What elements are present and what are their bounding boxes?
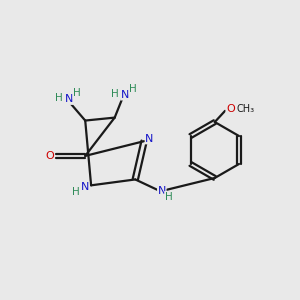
Text: H: H (129, 84, 137, 94)
Text: H: H (73, 88, 81, 98)
Text: O: O (45, 151, 54, 161)
Text: H: H (56, 94, 63, 103)
Text: O: O (226, 104, 235, 114)
Text: CH₃: CH₃ (237, 104, 255, 114)
Text: N: N (121, 90, 129, 100)
Text: H: H (111, 89, 119, 99)
Text: N: N (145, 134, 154, 144)
Text: N: N (158, 186, 166, 196)
Text: N: N (80, 182, 89, 192)
Text: H: H (165, 191, 172, 202)
Text: H: H (72, 187, 80, 197)
Text: N: N (65, 94, 73, 104)
